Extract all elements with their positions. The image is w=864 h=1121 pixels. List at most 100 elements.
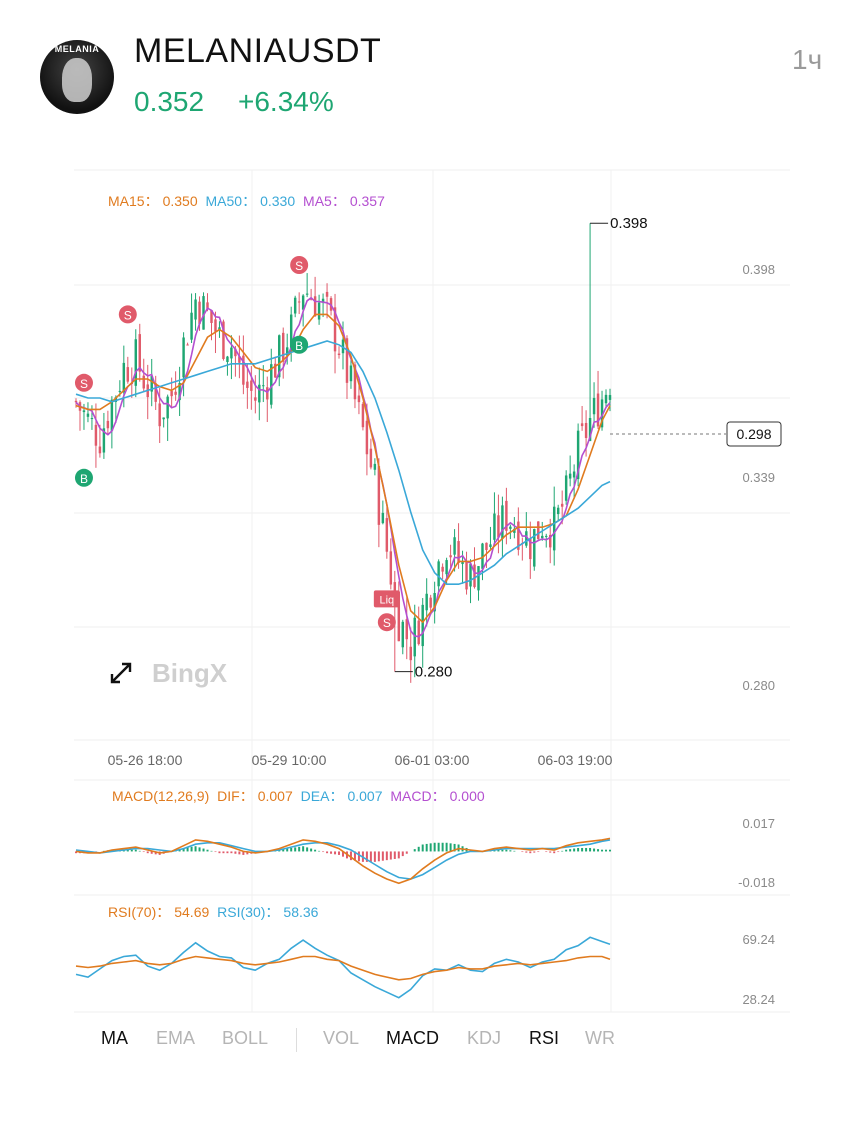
- candle-body: [337, 353, 341, 356]
- tab-macd[interactable]: MACD: [386, 1028, 439, 1048]
- tab-rsi[interactable]: RSI: [529, 1028, 560, 1048]
- candle-body: [250, 380, 253, 391]
- price-change: +6.34%: [238, 86, 334, 117]
- candle-body: [389, 551, 393, 585]
- candle-body: [353, 364, 357, 400]
- rsi30-value: 58.36: [283, 904, 319, 920]
- tab-boll[interactable]: BOLL: [222, 1028, 269, 1048]
- high-value-label: 0.398: [610, 215, 648, 232]
- candle-body: [186, 344, 189, 346]
- candle-body: [497, 515, 500, 538]
- rsi30-label: RSI(30)：: [217, 904, 280, 920]
- dif-line: [75, 837, 611, 885]
- candle-body: [477, 566, 480, 591]
- candle-body: [513, 528, 516, 533]
- candle-body: [222, 321, 225, 360]
- candle-body: [210, 310, 213, 324]
- trade-marker-label: S: [383, 616, 391, 630]
- candle-body: [429, 597, 432, 608]
- dif-label: DIF：: [217, 788, 254, 804]
- candle-body: [437, 561, 440, 587]
- low-value-label: 0.280: [415, 664, 453, 681]
- candle-body: [545, 535, 548, 537]
- candle-body: [297, 301, 301, 303]
- rsi30-line: [75, 936, 611, 999]
- candle-body: [425, 593, 428, 611]
- candle-body: [525, 531, 528, 546]
- candle-body: [86, 413, 90, 417]
- candle-body: [333, 307, 337, 352]
- trade-marker-label: S: [295, 259, 303, 273]
- candle-body: [457, 541, 460, 564]
- expand-arrow: [110, 662, 132, 684]
- candle-body: [118, 390, 122, 392]
- candle-body: [564, 475, 568, 501]
- candle-body: [584, 422, 588, 438]
- candle-body: [94, 424, 98, 446]
- macd-y-tick: -0.018: [738, 875, 775, 890]
- candle-body: [481, 543, 484, 569]
- dea-value: 0.007: [347, 788, 383, 804]
- avatar-portrait-icon: [62, 58, 92, 102]
- candle-body: [357, 395, 361, 403]
- token-avatar[interactable]: MELANIA: [40, 40, 114, 114]
- tab-kdj[interactable]: KDJ: [467, 1028, 502, 1048]
- last-price: 0.352: [134, 86, 205, 117]
- candle-body: [473, 564, 476, 588]
- candle-body: [74, 400, 78, 403]
- candle-body: [493, 513, 496, 540]
- x-tick-label: 06-01 03:00: [395, 752, 470, 768]
- symbol-title: MELANIAUSDT: [134, 32, 382, 70]
- tab-divider: [296, 1028, 297, 1052]
- tab-ma[interactable]: MA: [101, 1028, 128, 1048]
- candle-body: [600, 399, 604, 428]
- candle-body: [142, 375, 145, 389]
- liquidation-marker-label: Liq: [379, 594, 394, 606]
- candle-body: [194, 299, 197, 320]
- candle-body: [274, 363, 277, 378]
- candle-body: [365, 420, 369, 455]
- rsi-y-tick: 28.24: [742, 992, 775, 1007]
- candle-body: [604, 394, 608, 404]
- candle-body: [580, 423, 584, 427]
- candle-body: [341, 339, 345, 354]
- y-tick-label: 0.280: [742, 678, 775, 693]
- expand-icon[interactable]: [110, 662, 132, 684]
- interval-selector[interactable]: 1ч: [792, 44, 823, 75]
- candle-body: [242, 355, 245, 385]
- candle-body: [572, 471, 576, 478]
- y-tick-label: 0.339: [742, 470, 775, 485]
- candle-body: [385, 518, 389, 552]
- rsi70-value: 54.69: [174, 904, 210, 920]
- candle-body: [230, 347, 233, 359]
- trade-marker-label: B: [295, 339, 303, 353]
- candle-body: [560, 503, 564, 507]
- last-price-tag: [726, 421, 782, 447]
- y-tick-label: 0.398: [742, 262, 775, 277]
- tab-wr[interactable]: WR: [585, 1028, 615, 1048]
- tab-vol[interactable]: VOL: [323, 1028, 360, 1048]
- candle-body: [82, 410, 86, 413]
- ma15-line: [75, 313, 611, 624]
- buy-marker: [290, 335, 309, 354]
- candle-body: [202, 296, 205, 330]
- ma5-value: 0.357: [349, 193, 385, 209]
- tab-ema[interactable]: EMA: [156, 1028, 196, 1048]
- candle-body: [592, 397, 596, 415]
- candle-body: [608, 395, 612, 400]
- candle-body: [576, 430, 580, 480]
- candle-body: [266, 387, 269, 400]
- candle-body: [588, 417, 592, 442]
- candle-body: [301, 295, 305, 310]
- candle-body: [170, 390, 173, 397]
- candle-body: [469, 563, 472, 587]
- candle-body: [154, 383, 157, 402]
- candle-body: [158, 403, 161, 427]
- candle-body: [166, 396, 169, 419]
- candle-body: [568, 473, 572, 479]
- rsi-y-tick: 69.24: [742, 932, 775, 947]
- trade-marker-label: B: [80, 472, 88, 486]
- rsi-legend: RSI(70)： 54.69 RSI(30)： 58.36: [108, 902, 322, 922]
- candle-body: [254, 397, 257, 401]
